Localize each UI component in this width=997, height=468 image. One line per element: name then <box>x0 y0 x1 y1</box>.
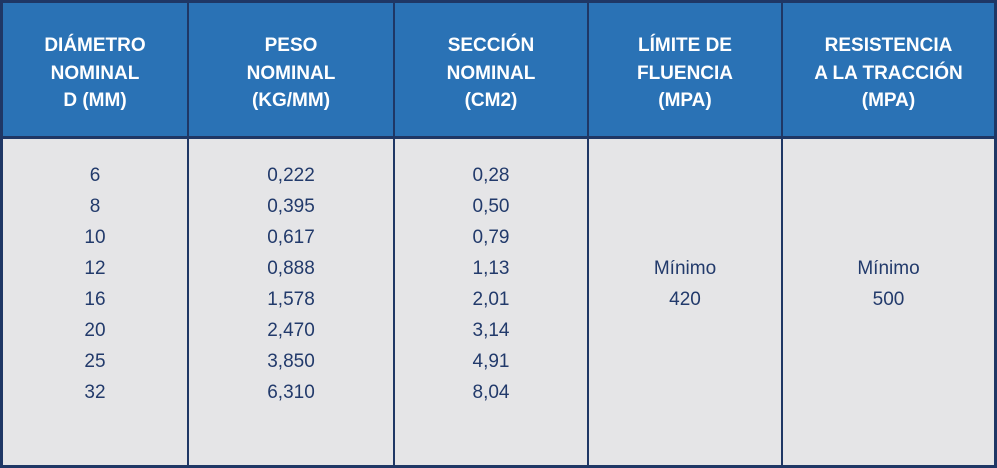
cell-text: 2,470 <box>267 319 315 341</box>
cell-text: 0,888 <box>267 258 315 280</box>
cell-text: 4,91 <box>472 350 510 372</box>
header-text: RESISTENCIA <box>824 35 953 57</box>
cell-text: 500 <box>872 289 905 310</box>
cell-text: 0,79 <box>472 227 510 249</box>
cell-text: 12 <box>84 258 106 280</box>
header-text: FLUENCIA <box>636 62 734 84</box>
header-cell: DIÁMETRO NOMINAL D (MM) <box>3 3 187 136</box>
body-cell: Mínimo 500 <box>783 139 994 465</box>
header-text: PESO <box>264 35 318 57</box>
body-cell: 6 8 10 12 16 20 25 32 <box>3 139 187 465</box>
cell-text: 8 <box>89 196 101 218</box>
header-cell: PESO NOMINAL (KG/MM) <box>189 3 393 136</box>
body-cell: 0,222 0,395 0,617 0,888 1,578 2,470 3,850 6,310 <box>189 139 393 465</box>
cell-text: 1,578 <box>267 289 315 310</box>
header-cell: SECCIÓN NOMINAL (CM2) <box>395 3 587 136</box>
body-cell: 0,28 0,50 0,79 1,13 2,01 3,14 4,91 8,04 <box>395 139 587 465</box>
body-cell: Mínimo 420 <box>589 139 781 465</box>
header-text: NOMINAL <box>446 62 536 84</box>
header-cell: LÍMITE DE FLUENCIA (MPA) <box>589 3 781 136</box>
cell-text: Mínimo <box>857 258 920 280</box>
cell-text: 0,50 <box>472 196 510 218</box>
cell-text: 3,850 <box>267 350 315 372</box>
header-text: SECCIÓN <box>447 35 535 57</box>
cell-text: Mínimo <box>653 258 717 280</box>
cell-text: 32 <box>84 381 106 403</box>
cell-text: 0,28 <box>472 165 510 187</box>
cell-text: 20 <box>84 319 106 341</box>
header-text: NOMINAL <box>50 62 140 84</box>
cell-text: 420 <box>669 289 701 310</box>
cell-text: 6,310 <box>267 381 315 403</box>
cell-text: 8,04 <box>472 381 510 403</box>
cell-text: 0,617 <box>267 227 315 249</box>
cell-text: 10 <box>84 227 106 249</box>
header-cell: RESISTENCIA A LA TRACCIÓN (MPA) <box>783 3 994 136</box>
cell-text: 25 <box>84 350 106 372</box>
cell-text: 3,14 <box>472 319 510 341</box>
header-text: DIÁMETRO <box>44 35 146 57</box>
header-text: (MPA) <box>658 90 712 112</box>
cell-text: 0,222 <box>267 165 315 187</box>
header-text: (KG/MM) <box>251 90 331 112</box>
header-text: LÍMITE DE <box>638 35 732 57</box>
header-text: (MPA) <box>861 90 916 112</box>
cell-text: 6 <box>89 165 101 187</box>
cell-text: 2,01 <box>472 289 510 310</box>
cell-text: 16 <box>84 289 106 310</box>
header-text: NOMINAL <box>246 62 336 84</box>
cell-text: 0,395 <box>267 196 315 218</box>
cell-text: 1,13 <box>472 258 510 280</box>
header-text: (CM2) <box>464 90 518 112</box>
header-text: D (MM) <box>63 90 127 112</box>
header-text: A LA TRACCIÓN <box>814 62 963 84</box>
